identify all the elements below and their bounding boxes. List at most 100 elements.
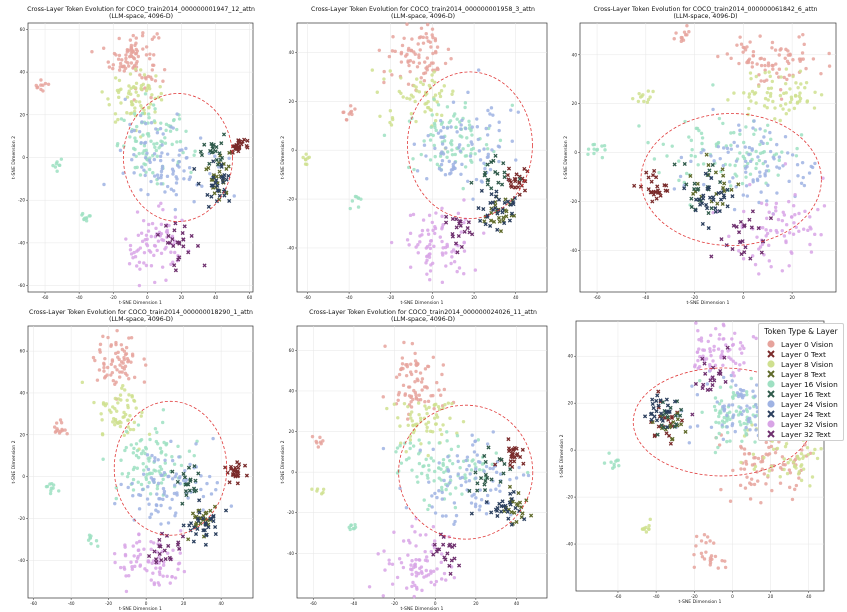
point-layer8-vision <box>801 467 806 471</box>
point-layer16-vision <box>349 523 353 527</box>
point-layer16-vision <box>134 442 139 446</box>
point-layer32-vision <box>433 539 437 543</box>
point-layer16-vision <box>463 165 468 169</box>
point-layer0-vision <box>716 54 720 59</box>
point-layer32-vision <box>161 207 165 212</box>
point-layer8-vision <box>438 94 443 99</box>
panel-title: Cross-Layer Token Evolution for COCO_tra… <box>0 309 282 324</box>
point-layer8-text <box>517 500 523 505</box>
point-layer8-vision <box>778 93 783 98</box>
point-layer0-vision <box>778 481 783 485</box>
point-layer32-text <box>719 237 724 242</box>
point-layer16-vision <box>458 134 462 138</box>
point-layer32-vision <box>702 348 707 352</box>
point-layer8-vision <box>771 447 776 452</box>
point-layer32-vision <box>428 269 433 273</box>
point-layer8-text <box>217 169 222 174</box>
point-layer32-text <box>172 263 177 268</box>
point-layer16-vision <box>729 143 733 148</box>
point-layer0-vision <box>316 445 321 449</box>
point-layer16-vision <box>124 429 129 434</box>
point-layer8-vision <box>749 99 753 103</box>
plot-frame <box>27 325 254 599</box>
point-layer8-vision <box>117 95 121 100</box>
point-layer24-vision <box>132 128 137 133</box>
point-layer32-vision <box>155 248 159 253</box>
point-layer24-vision <box>182 177 186 181</box>
point-layer16-text <box>678 413 683 418</box>
point-layer8-vision <box>409 93 414 97</box>
point-layer24-vision <box>444 146 448 150</box>
point-layer32-vision <box>132 250 136 255</box>
point-layer24-vision <box>738 387 743 392</box>
point-layer0-vision <box>797 35 801 39</box>
x-marker-icon <box>765 389 777 399</box>
point-layer16-vision <box>461 186 465 191</box>
point-layer8-text <box>650 420 655 425</box>
point-layer16-vision <box>467 123 472 127</box>
point-layer0-vision <box>58 418 63 422</box>
point-layer16-text <box>665 414 670 419</box>
point-layer24-text <box>722 195 727 200</box>
point-layer32-text <box>180 534 186 539</box>
point-layer16-vision <box>131 467 136 472</box>
point-layer32-vision <box>806 228 810 233</box>
point-layer32-vision <box>124 589 129 594</box>
point-layer32-vision <box>432 546 437 550</box>
point-layer32-vision <box>776 217 781 222</box>
point-layer0-vision <box>699 551 704 556</box>
point-layer24-vision <box>177 153 181 157</box>
point-layer8-vision <box>648 95 652 99</box>
y-tick-label: -20 <box>570 199 577 204</box>
y-tick-label: -40 <box>18 558 25 563</box>
point-layer32-vision <box>428 246 433 251</box>
point-layer0-text <box>658 193 663 198</box>
point-layer0-vision <box>433 38 438 43</box>
point-layer32-vision <box>449 565 454 569</box>
point-layer24-vision <box>153 456 157 460</box>
point-layer0-vision <box>132 57 137 61</box>
point-layer24-vision <box>178 474 182 479</box>
point-layer0-text <box>515 451 520 457</box>
point-layer16-vision <box>45 484 50 489</box>
point-layer24-vision <box>467 463 471 468</box>
point-layer0-vision <box>745 475 749 479</box>
point-layer0-vision <box>787 468 792 472</box>
point-layer0-vision <box>120 370 124 374</box>
point-layer24-vision <box>171 158 175 162</box>
point-layer0-vision <box>449 56 453 61</box>
point-layer24-text <box>664 397 669 402</box>
point-layer16-vision <box>445 439 449 443</box>
point-layer24-vision <box>476 68 481 72</box>
point-layer8-vision <box>767 469 772 473</box>
point-layer24-vision <box>140 165 144 169</box>
point-layer16-vision <box>356 205 361 209</box>
point-layer8-vision <box>748 71 753 75</box>
point-layer0-text <box>650 199 655 204</box>
point-layer16-text <box>192 464 197 469</box>
legend-entry: Layer 0 Text <box>765 349 826 359</box>
point-layer32-vision <box>425 559 430 563</box>
point-layer0-vision <box>692 552 696 557</box>
point-layer24-vision <box>497 483 501 488</box>
point-layer16-vision <box>441 457 446 462</box>
point-layer16-text <box>674 422 679 427</box>
point-layer0-text <box>506 437 511 442</box>
point-layer8-vision <box>122 433 126 437</box>
point-layer16-vision <box>725 419 729 423</box>
point-layer0-vision <box>783 463 787 467</box>
point-layer0-vision <box>121 65 126 69</box>
point-layer8-text <box>514 519 519 525</box>
y-tick-label: -20 <box>566 495 573 500</box>
point-layer16-text <box>208 148 213 154</box>
point-layer24-vision <box>486 152 491 157</box>
point-layer32-vision <box>717 337 721 341</box>
point-layer32-vision <box>712 348 716 352</box>
point-layer24-vision <box>745 404 749 408</box>
point-layer0-vision <box>125 50 129 54</box>
point-layer32-text <box>443 557 448 562</box>
point-layer16-vision <box>444 487 448 492</box>
point-layer24-text <box>500 499 505 504</box>
point-layer24-vision <box>482 161 486 165</box>
